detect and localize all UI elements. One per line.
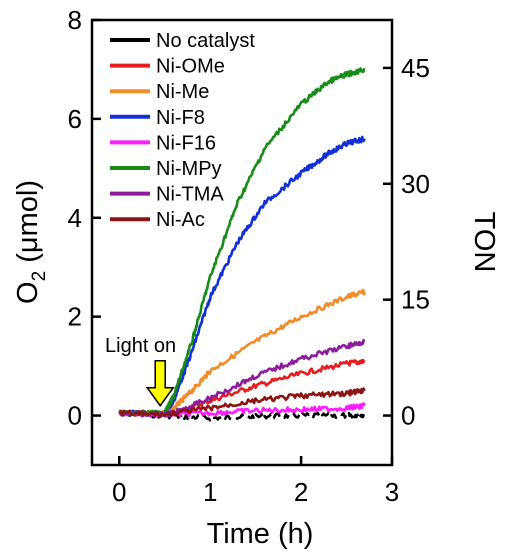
- series-line-ni-ac: [118, 387, 366, 419]
- y-tick-label: 2: [68, 302, 82, 332]
- y-tick-label: 8: [68, 5, 82, 35]
- x-tick-label: 3: [385, 477, 399, 507]
- annotation: Light on: [105, 335, 176, 407]
- x-tick-label: 0: [112, 477, 126, 507]
- y-tick-label: 6: [68, 104, 82, 134]
- y-tick-label: 0: [68, 401, 82, 431]
- y-tick-label: 4: [68, 203, 82, 233]
- legend-label: No catalyst: [156, 30, 255, 52]
- series-line-ni-f8: [119, 135, 366, 417]
- legend-label: Ni-Ac: [156, 209, 205, 231]
- legend-label: Ni-MPy: [156, 158, 222, 180]
- legend-label: Ni-F16: [156, 132, 216, 154]
- series-line-no-catalyst: [118, 409, 366, 422]
- annotation-label: Light on: [105, 335, 176, 357]
- plot-frame: [90, 18, 394, 467]
- y2-tick-label: 0: [401, 401, 415, 431]
- series-layer: [118, 67, 366, 422]
- series-line-ni-mpy: [119, 67, 366, 417]
- x-tick-label: 1: [203, 477, 217, 507]
- legend: No catalyst Ni-OMe Ni-Me Ni-F8 Ni-F16 Ni-MPy N…: [110, 30, 255, 231]
- legend-label: Ni-TMA: [156, 184, 224, 206]
- y-axis-title: O2 (μmol): [12, 180, 50, 304]
- light-on-arrow-icon: [145, 359, 175, 407]
- x-tick-label: 2: [294, 477, 308, 507]
- y2-tick-label: 45: [401, 53, 430, 83]
- legend-label: Ni-F8: [156, 107, 205, 129]
- y-axis-title-main: O: [12, 281, 44, 304]
- legend-label: Ni-Me: [156, 81, 209, 103]
- legend-label: Ni-OMe: [156, 56, 225, 78]
- secondary-y-axis-title: TON: [468, 212, 500, 273]
- y2-tick-label: 15: [401, 285, 430, 315]
- y2-tick-label: 30: [401, 169, 430, 199]
- y-axis-title-subscript: 2: [29, 271, 50, 282]
- y-axis-title-unit: (μmol): [12, 180, 44, 271]
- x-axis-title: Time (h): [207, 518, 314, 550]
